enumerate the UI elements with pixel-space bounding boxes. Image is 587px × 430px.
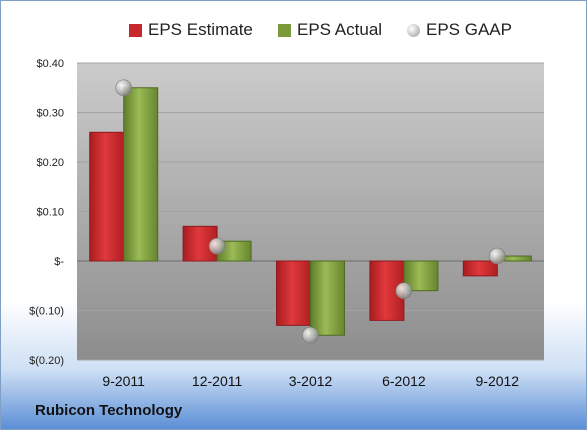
legend-swatch-actual [278,23,291,37]
y-tick-label: $(0.10) [29,306,64,318]
bars [89,87,532,336]
legend-label-estimate: EPS Estimate [148,20,253,39]
bar-eps-estimate [89,131,125,262]
legend-label-gaap: EPS GAAP [426,20,512,39]
x-tick-label: 12-2011 [192,373,243,389]
x-tick-label: 6-2012 [382,373,426,389]
x-axis-labels: 9-2011 12-2011 3-2012 6-2012 9-2012 [102,373,519,389]
y-tick-label: $(0.20) [29,355,64,367]
eps-chart: $0.40 $0.30 $0.20 $0.10 $- $(0.10) $(0.20) 9-2… [29,58,544,389]
x-tick-label: 3-2012 [289,373,333,389]
company-name: Rubicon Technology [35,402,183,419]
y-tick-label: $0.40 [36,58,64,70]
marker-eps-gaap [488,247,506,265]
bar-eps-actual [123,87,159,262]
legend: EPS Estimate EPS Actual EPS GAAP [1,18,586,42]
x-tick-label: 9-2012 [476,373,520,389]
x-tick-label: 9-2011 [102,373,145,389]
legend-swatch-estimate [129,23,142,37]
y-tick-label: $0.30 [36,108,64,120]
y-tick-label: $- [54,256,64,268]
y-axis-labels: $0.40 $0.30 $0.20 $0.10 $- $(0.10) $(0.20) [29,58,64,367]
legend-label-actual: EPS Actual [297,20,383,39]
y-tick-label: $0.20 [36,157,64,169]
legend-item-gaap: EPS GAAP [407,18,512,42]
legend-item-estimate: EPS Estimate [129,18,253,42]
marker-eps-gaap [208,237,226,255]
marker-eps-gaap [302,326,319,344]
gaap-markers [115,79,506,344]
marker-eps-gaap [115,79,132,97]
y-tick-label: $0.10 [36,207,64,219]
bar-eps-estimate [462,260,498,277]
bar-eps-estimate [276,260,311,326]
bar-eps-actual [310,260,345,336]
marker-eps-gaap [395,282,413,300]
legend-item-actual: EPS Actual [278,18,382,42]
legend-marker-gaap [407,23,420,37]
